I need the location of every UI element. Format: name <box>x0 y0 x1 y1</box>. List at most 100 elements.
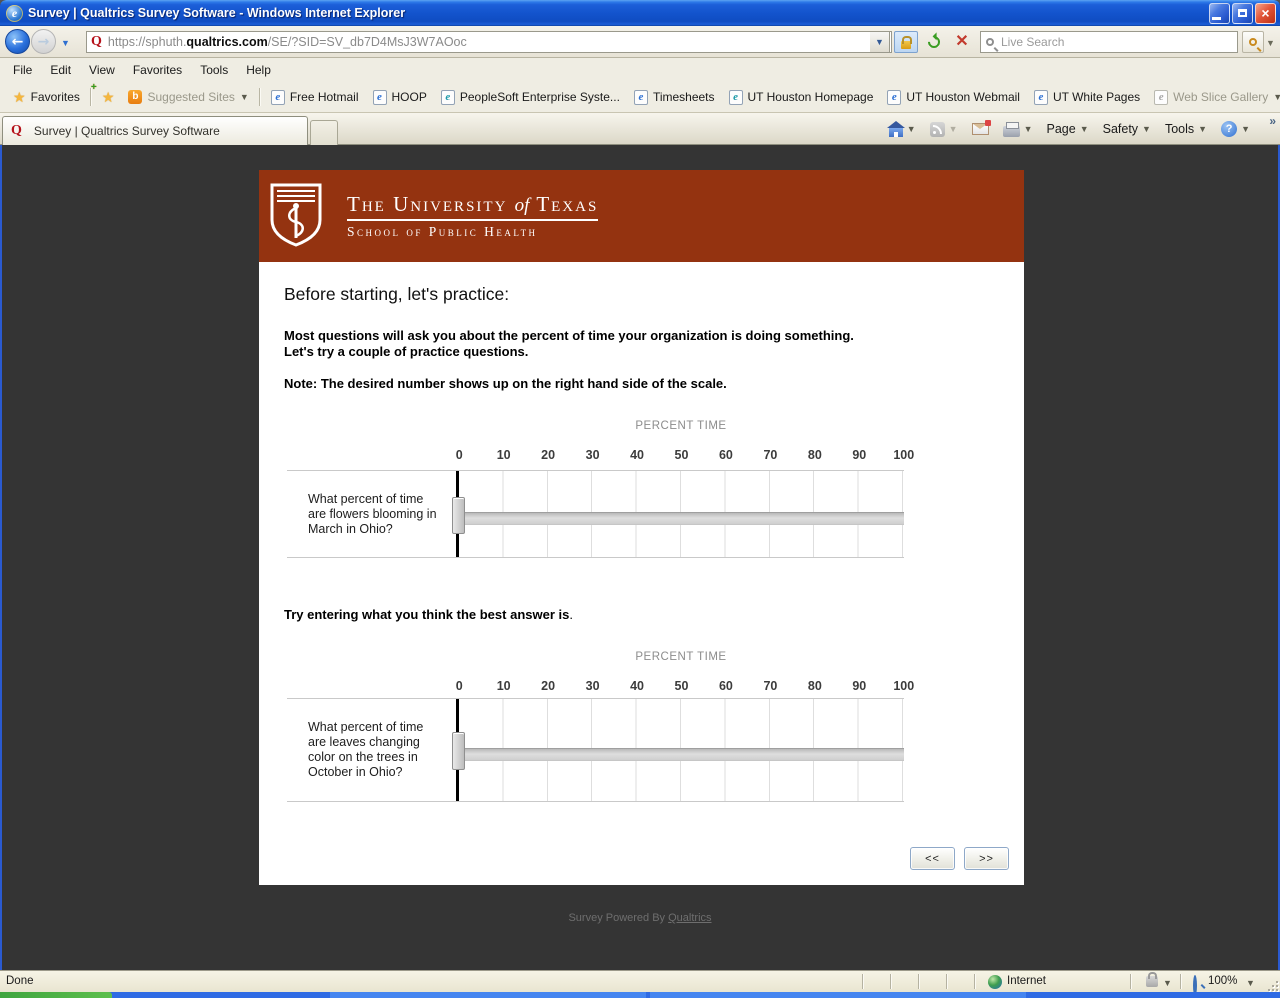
slider-handle[interactable] <box>452 497 465 534</box>
resize-grip[interactable] <box>1266 979 1278 991</box>
protected-mode-dropdown-icon[interactable]: ▼ <box>1163 978 1172 988</box>
safety-menu-button[interactable]: Safety ▼ <box>1102 122 1151 136</box>
menu-edit[interactable]: Edit <box>50 63 72 77</box>
favorite-link-peoplesoft[interactable]: e PeopleSoft Enterprise Syste... <box>434 86 627 109</box>
suggested-sites-button[interactable]: b Suggested Sites ▼ <box>121 86 255 108</box>
slider-handle[interactable] <box>452 732 465 770</box>
tick-label: 80 <box>807 448 822 462</box>
menu-tools[interactable]: Tools <box>200 63 229 77</box>
rss-feed-icon <box>929 121 945 137</box>
security-lock-button[interactable] <box>894 31 918 53</box>
address-dropdown-button[interactable]: ▼ <box>870 31 890 53</box>
back-button[interactable]: ← <box>5 29 30 54</box>
refresh-button[interactable] <box>921 31 947 53</box>
web-slice-gallery-button[interactable]: e Web Slice Gallery ▼ <box>1147 86 1280 109</box>
protected-mode-icon <box>1146 972 1158 987</box>
ie-page-icon: e <box>633 89 648 105</box>
favorite-link-ut-houston-homepage[interactable]: e UT Houston Homepage <box>722 86 881 109</box>
search-input[interactable] <box>999 34 1232 50</box>
live-search-box[interactable] <box>980 31 1238 53</box>
tools-menu-button[interactable]: Tools ▼ <box>1164 122 1208 136</box>
print-button[interactable]: ▼ <box>999 119 1037 140</box>
windows-taskbar <box>0 992 1280 998</box>
favorite-link-free-hotmail[interactable]: e Free Hotmail <box>264 86 366 109</box>
tick-label: 0 <box>455 679 463 693</box>
restore-button[interactable] <box>1232 2 1253 24</box>
scale-title: PERCENT TIME <box>635 651 727 663</box>
question-cell: What percent of time are leaves changing… <box>287 699 456 801</box>
page-menu-button[interactable]: Page ▼ <box>1046 122 1089 136</box>
recent-pages-dropdown-icon[interactable]: ▼ <box>61 38 70 48</box>
favorite-link-ut-white-pages[interactable]: e UT White Pages <box>1027 86 1147 109</box>
favorite-link-ut-houston-webmail[interactable]: e UT Houston Webmail <box>880 86 1027 109</box>
feeds-button[interactable]: ▼ <box>926 119 962 140</box>
close-button[interactable]: × <box>1255 2 1276 24</box>
window-title: Survey | Qualtrics Survey Software - Win… <box>28 6 406 20</box>
address-input[interactable]: Q https://sphuth.qualtrics.com/SE/?SID=S… <box>86 31 892 53</box>
home-button[interactable]: ▼ <box>885 119 920 140</box>
tick-label: 60 <box>718 679 733 693</box>
internet-zone-icon <box>988 975 1002 989</box>
favorite-link-hoop[interactable]: e HOOP <box>366 86 434 109</box>
tick-labels: 0 10 20 30 40 50 60 70 80 90 100 <box>437 679 926 693</box>
bing-icon: b <box>128 90 143 104</box>
menu-help[interactable]: Help <box>246 63 271 77</box>
help-icon: ? <box>1221 121 1238 137</box>
zoom-dropdown-icon[interactable]: ▼ <box>1246 978 1255 988</box>
tick-label: 100 <box>893 679 915 693</box>
tab-survey[interactable]: Q Survey | Qualtrics Survey Software <box>2 116 308 145</box>
taskbar-button[interactable] <box>330 992 646 998</box>
menu-bar: File Edit View Favorites Tools Help <box>0 58 1280 82</box>
survey-navigation: << >> <box>910 847 1009 870</box>
chevron-down-icon: ▼ <box>1273 92 1280 102</box>
divider <box>1130 974 1132 989</box>
forward-button[interactable]: → <box>31 29 56 54</box>
question-cell: What percent of time are flowers bloomin… <box>287 471 456 557</box>
scale-title: PERCENT TIME <box>635 420 727 432</box>
search-provider-dropdown-icon[interactable]: ▼ <box>1266 38 1275 48</box>
help-button[interactable]: ? ▼ <box>1217 118 1254 140</box>
chevron-down-icon: ▼ <box>239 92 249 102</box>
menu-view[interactable]: View <box>89 63 115 77</box>
page-title: Before starting, let's practice: <box>284 284 510 304</box>
slider-scale[interactable] <box>452 471 904 557</box>
slider-track[interactable] <box>461 512 904 525</box>
tick-label: 70 <box>763 679 778 693</box>
question-text: What percent of time are leaves changing… <box>308 720 424 779</box>
zoom-level[interactable]: 100% <box>1208 975 1238 987</box>
menu-favorites[interactable]: Favorites <box>132 63 183 77</box>
add-favorite-button[interactable]: ★ + <box>91 83 122 108</box>
new-tab-button[interactable] <box>310 120 338 145</box>
chevron-down-icon: ▼ <box>1023 124 1033 134</box>
favorites-button[interactable]: ★ Favorites <box>13 89 80 105</box>
status-text: Done <box>6 975 34 987</box>
read-mail-button[interactable] <box>968 120 993 138</box>
tick-label: 90 <box>852 679 867 693</box>
slider-track[interactable] <box>461 748 904 761</box>
page-viewport: The University of Texas School of Public… <box>0 145 1280 970</box>
ie-page-icon: e <box>372 89 387 105</box>
ie-page-icon: e <box>1033 89 1048 105</box>
start-button[interactable] <box>0 992 112 998</box>
ie-page-icon: e <box>270 89 285 105</box>
taskbar-button[interactable] <box>650 992 1026 998</box>
slider-scale[interactable] <box>452 699 904 801</box>
university-name: The University of Texas School of Public… <box>347 192 599 239</box>
chevron-down-icon: ▼ <box>1198 124 1208 134</box>
menu-file[interactable]: File <box>13 63 33 77</box>
minimize-button[interactable] <box>1209 2 1230 24</box>
divider <box>890 974 892 989</box>
qualtrics-favicon: Q <box>11 123 22 138</box>
search-go-button[interactable] <box>1242 31 1264 53</box>
previous-page-button[interactable]: << <box>910 847 955 870</box>
toolbar-overflow-chevron[interactable]: » <box>1269 114 1276 128</box>
divider <box>974 974 976 989</box>
restore-icon <box>1238 9 1247 17</box>
ie-page-icon: e <box>1154 89 1169 105</box>
favorite-link-timesheets[interactable]: e Timesheets <box>627 86 722 109</box>
next-page-button[interactable]: >> <box>964 847 1009 870</box>
stop-button[interactable]: ✕ <box>949 31 975 53</box>
survey-footer: Survey Powered By Qualtrics <box>568 912 712 924</box>
qualtrics-link[interactable]: Qualtrics <box>668 912 712 924</box>
slider-row-leaves: What percent of time are leaves changing… <box>287 698 904 802</box>
